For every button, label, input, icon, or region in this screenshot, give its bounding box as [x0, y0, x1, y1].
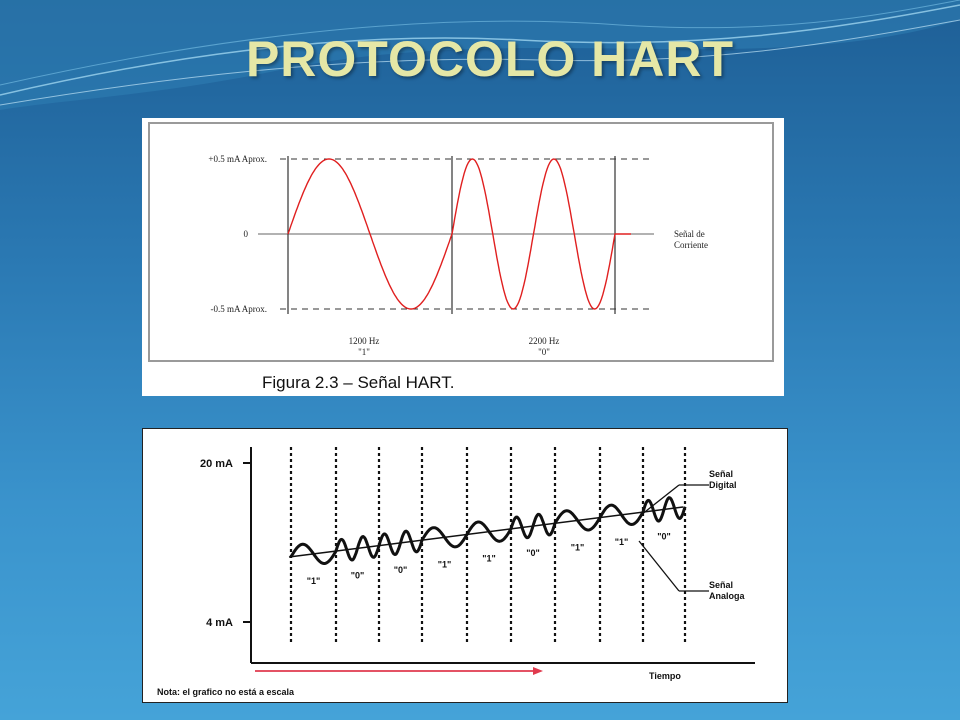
scale-note: Nota: el grafico no está a escala	[157, 687, 295, 697]
analog-label-line1: Señal	[709, 580, 733, 590]
bit-label: "1"	[482, 554, 496, 564]
bit-label: "1"	[438, 559, 452, 569]
digital-label-line1: Señal	[709, 469, 733, 479]
time-arrow-head	[533, 667, 543, 675]
digital-label-line2: Digital	[709, 480, 737, 490]
label-zero: 0	[244, 229, 249, 239]
analog-label-line2: Analoga	[709, 591, 745, 601]
hart-signal-diagram: +0.5 mA Aprox. 0 -0.5 mA Aprox. Señal de…	[208, 154, 708, 392]
digital-callout-line	[640, 484, 680, 516]
bit-label: "1"	[307, 576, 321, 586]
label-plus-05: +0.5 mA Aprox.	[208, 154, 267, 164]
bit2-label: "0"	[538, 347, 550, 357]
label-20ma: 20 mA	[200, 458, 233, 470]
figure-hart-analog-digital: 20 mA 4 mA "1" "0" "0" "1" "1" "0" "1" "1" "0" S…	[142, 428, 788, 703]
freq1-label: 1200 Hz	[349, 336, 380, 346]
label-minus-05: -0.5 mA Aprox.	[210, 304, 267, 314]
bit-label: "0"	[526, 548, 540, 558]
freq2-label: 2200 Hz	[529, 336, 560, 346]
figure-caption: Figura 2.3 – Señal HART.	[262, 373, 454, 392]
digital-waveform	[289, 496, 687, 565]
bit-separators	[289, 447, 687, 645]
bit-label: "0"	[657, 531, 671, 541]
bit-label: "0"	[394, 565, 408, 575]
bit-labels: "1" "0" "0" "1" "1" "0" "1" "1" "0"	[307, 531, 671, 586]
analog-callout-line	[638, 540, 680, 592]
signal-label-line2: Corriente	[674, 240, 708, 250]
figure-hart-signal: +0.5 mA Aprox. 0 -0.5 mA Aprox. Señal de…	[142, 118, 784, 396]
x-axis-label: Tiempo	[649, 671, 681, 681]
analog-trend-line	[288, 506, 684, 558]
figure-frame	[148, 122, 774, 362]
slide-title: PROTOCOLO HART	[245, 31, 735, 87]
hart-waveform	[287, 158, 631, 310]
bit-label: "1"	[571, 542, 585, 552]
hart-analog-digital-diagram: 20 mA 4 mA "1" "0" "0" "1" "1" "0" "1" "1" "0" S…	[157, 447, 755, 697]
background-waves	[0, 0, 960, 110]
bit1-label: "1"	[358, 347, 370, 357]
bit-label: "1"	[615, 537, 629, 547]
label-4ma: 4 mA	[206, 617, 233, 629]
bit-label: "0"	[351, 570, 365, 580]
signal-label-line1: Señal de	[674, 229, 705, 239]
